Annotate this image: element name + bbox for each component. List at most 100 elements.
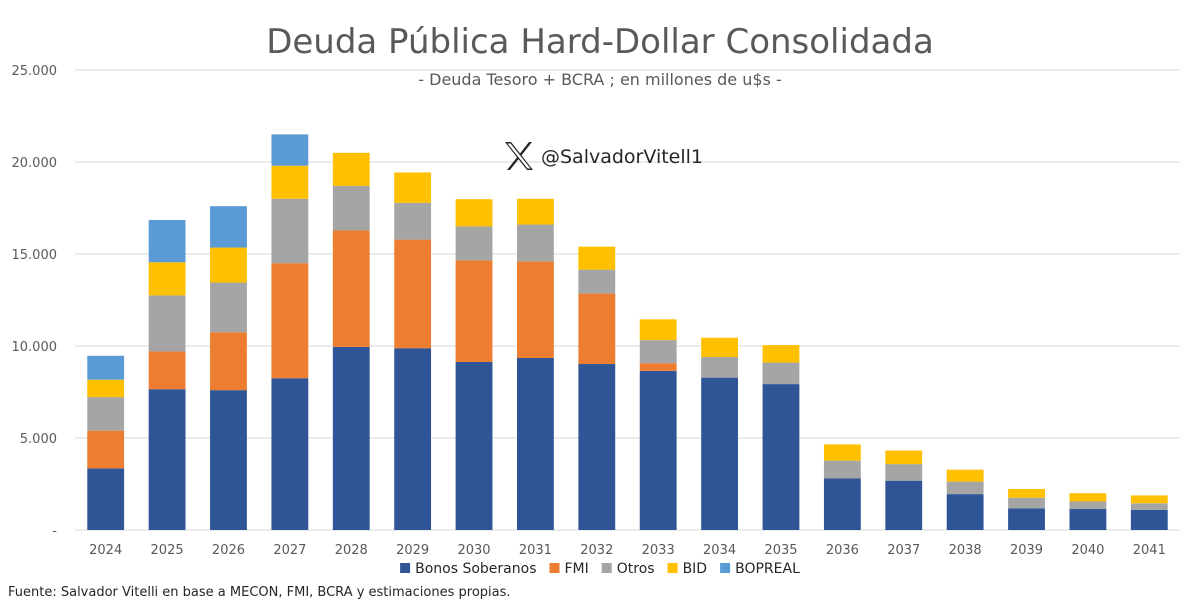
x-tick-label: 2024 (89, 543, 122, 558)
y-tick-label: 10.000 (12, 340, 58, 355)
bar-segment-fmi-2028 (332, 230, 370, 347)
bar-segment-fmi-2033 (639, 363, 677, 371)
bar-segment-bid-2030 (455, 199, 493, 227)
bar-segment-otros-2031 (517, 224, 554, 262)
bar-segment-bid-2041 (1130, 495, 1168, 504)
bars-layer (87, 134, 1168, 530)
bar-segment-otros-2029 (394, 202, 432, 240)
bar-segment-bid-2035 (762, 345, 800, 363)
bar-segment-bid-2038 (946, 469, 984, 482)
legend-swatch (720, 563, 731, 573)
bar-segment-bonos-soberanos-2031 (517, 357, 554, 530)
bar-segment-bonos-soberanos-2026 (210, 390, 247, 530)
bar-segment-otros-2041 (1130, 503, 1168, 510)
legend-item: BOPREAL (720, 561, 800, 577)
bar-segment-bonos-soberanos-2040 (1069, 508, 1107, 530)
legend: Bonos Soberanos FMI Otros BID BOPREAL (400, 561, 800, 577)
bar-segment-bonos-soberanos-2024 (87, 468, 125, 530)
bar-segment-bonos-soberanos-2039 (1008, 508, 1045, 530)
bar-segment-bonos-soberanos-2041 (1130, 509, 1168, 530)
bar-segment-bid-2032 (578, 246, 616, 270)
bar-segment-otros-2034 (701, 357, 738, 378)
bar-segment-otros-2037 (885, 464, 923, 481)
legend-swatch (400, 563, 411, 573)
bar-segment-otros-2036 (823, 460, 861, 479)
bar-segment-bopreal-2026 (210, 206, 247, 248)
bar-segment-bonos-soberanos-2037 (885, 480, 923, 530)
bar-segment-otros-2028 (332, 185, 370, 231)
bar-segment-otros-2032 (578, 269, 616, 294)
bar-segment-bid-2034 (701, 337, 738, 358)
legend-item: Otros (601, 561, 655, 577)
bar-segment-bonos-soberanos-2029 (394, 348, 432, 530)
y-tick-label: 5.000 (20, 432, 57, 447)
x-logo-icon (505, 142, 533, 170)
x-tick-label: 2039 (1010, 543, 1043, 558)
bar-segment-fmi-2027 (271, 263, 309, 379)
bar-segment-bonos-soberanos-2036 (823, 478, 861, 530)
bar-segment-otros-2033 (639, 340, 677, 364)
chart-title: Deuda Pública Hard-Dollar Consolidada (266, 22, 934, 62)
bar-segment-bid-2026 (210, 247, 247, 283)
x-tick-label: 2031 (519, 543, 552, 558)
legend-swatch (601, 563, 612, 573)
bar-segment-bonos-soberanos-2032 (578, 364, 616, 530)
bar-segment-bonos-soberanos-2034 (701, 377, 738, 530)
x-tick-label: 2037 (887, 543, 920, 558)
bar-segment-otros-2025 (148, 295, 186, 352)
bar-segment-bid-2033 (639, 319, 677, 341)
legend-label: BID (683, 561, 708, 577)
legend-label: Bonos Soberanos (415, 561, 536, 577)
bar-segment-fmi-2032 (578, 293, 616, 365)
x-axis: 2024 2025 2026 2027 2028 2029 2030 2031 2032 2033… (89, 543, 1166, 558)
legend-swatch (549, 563, 560, 573)
bar-segment-otros-2038 (946, 481, 984, 495)
bar-segment-bid-2037 (885, 450, 923, 465)
bar-segment-fmi-2024 (87, 430, 125, 469)
bar-segment-fmi-2029 (394, 239, 432, 349)
bar-segment-otros-2027 (271, 198, 309, 264)
bar-segment-bid-2027 (271, 165, 309, 199)
y-axis: - 5.000 10.000 15.000 20.000 25.000 (12, 64, 58, 539)
bar-segment-fmi-2030 (455, 260, 493, 363)
chart-subtitle: - Deuda Tesoro + BCRA ; en millones de u… (418, 70, 781, 89)
legend-label: Otros (617, 561, 655, 577)
x-tick-label: 2030 (457, 543, 490, 558)
x-tick-label: 2040 (1071, 543, 1104, 558)
bar-segment-bid-2029 (394, 172, 432, 203)
bar-segment-bonos-soberanos-2027 (271, 378, 309, 530)
bar-segment-fmi-2025 (148, 351, 186, 390)
bar-segment-bopreal-2024 (87, 355, 125, 380)
bar-segment-bid-2031 (517, 198, 554, 225)
bar-segment-fmi-2031 (517, 261, 554, 358)
bar-segment-otros-2040 (1069, 501, 1107, 509)
legend-label: BOPREAL (735, 561, 800, 577)
y-tick-label: 25.000 (12, 64, 58, 79)
x-tick-label: 2028 (335, 543, 368, 558)
bar-segment-otros-2024 (87, 397, 125, 431)
x-tick-label: 2025 (151, 543, 184, 558)
legend-label: FMI (564, 561, 588, 577)
watermark: @SalvadorVitell1 (505, 142, 703, 170)
source-note: Fuente: Salvador Vitelli en base a MECON… (8, 585, 511, 600)
legend-item: BID (667, 561, 708, 577)
x-tick-label: 2038 (949, 543, 982, 558)
bar-segment-bonos-soberanos-2030 (455, 362, 493, 530)
bar-segment-otros-2039 (1008, 497, 1045, 509)
watermark-handle: @SalvadorVitell1 (541, 146, 703, 168)
bar-segment-bid-2040 (1069, 493, 1107, 502)
legend-swatch (667, 563, 678, 573)
y-tick-label: 20.000 (12, 156, 58, 171)
x-tick-label: 2032 (580, 543, 613, 558)
y-tick-label: - (52, 524, 57, 539)
bar-segment-otros-2030 (455, 226, 493, 261)
bar-segment-bid-2028 (332, 152, 370, 186)
bar-segment-otros-2026 (210, 282, 247, 333)
x-tick-label: 2036 (826, 543, 859, 558)
legend-item: Bonos Soberanos (400, 561, 536, 577)
bar-segment-bonos-soberanos-2028 (332, 346, 370, 530)
bar-segment-bid-2024 (87, 379, 125, 398)
bar-segment-bopreal-2027 (271, 134, 309, 166)
